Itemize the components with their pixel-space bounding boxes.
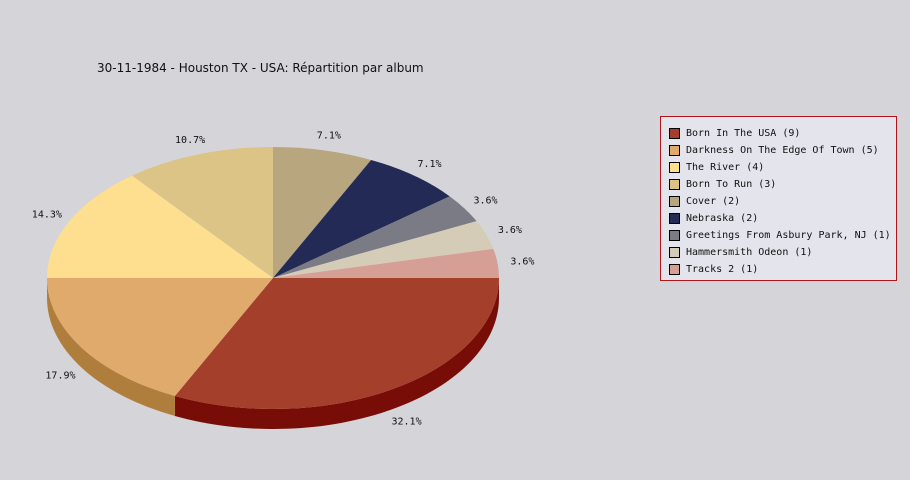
pie-slice-8	[273, 248, 499, 278]
legend: Born In The USA (9) Darkness On The Edge …	[660, 116, 897, 281]
legend-item: The River (4)	[669, 159, 896, 176]
pie-slice-1	[47, 278, 273, 397]
legend-item: Greetings From Asbury Park, NJ (1)	[669, 227, 896, 244]
pie-label-4: 7.1%	[317, 131, 341, 142]
pie-label-5: 7.1%	[417, 159, 441, 170]
legend-label: Born In The USA (9)	[686, 128, 801, 139]
pie-slice-5	[273, 159, 450, 278]
pie-sides	[47, 278, 500, 429]
legend-label: The River (4)	[686, 162, 765, 173]
pie-label-0: 32.1%	[391, 417, 421, 428]
legend-label: Greetings From Asbury Park, NJ (1)	[686, 230, 891, 241]
legend-swatch	[669, 196, 680, 207]
legend-item: Darkness On The Edge Of Town (5)	[669, 142, 896, 159]
pie-slice-0	[174, 278, 500, 409]
pie-tops	[47, 147, 500, 409]
pie-label-2: 14.3%	[32, 210, 62, 221]
legend-label: Nebraska (2)	[686, 213, 759, 224]
legend-item: Nebraska (2)	[669, 210, 896, 227]
legend-swatch	[669, 247, 680, 258]
legend-label: Hammersmith Odeon (1)	[686, 247, 813, 258]
pie-side-1	[47, 278, 175, 417]
pie-label-7: 3.6%	[498, 225, 522, 236]
legend-label: Darkness On The Edge Of Town (5)	[686, 145, 879, 156]
legend-swatch	[669, 162, 680, 173]
legend-swatch	[669, 179, 680, 190]
pie-label-8: 3.6%	[510, 257, 534, 268]
legend-swatch	[669, 230, 680, 241]
legend-label: Tracks 2 (1)	[686, 264, 759, 275]
pie-slice-2	[47, 175, 273, 278]
pie-labels: 32.1% 17.9% 14.3% 10.7% 7.1% 7.1% 3.6% 3.6% 3.6%	[32, 131, 535, 428]
legend-label: Cover (2)	[686, 196, 741, 207]
legend-swatch	[669, 213, 680, 224]
legend-item: Tracks 2 (1)	[669, 261, 896, 278]
legend-swatch	[669, 128, 680, 139]
legend-item: Born In The USA (9)	[669, 125, 896, 142]
pie-label-6: 3.6%	[473, 195, 497, 206]
pie-slice-7	[273, 221, 494, 278]
legend-label: Born To Run (3)	[686, 179, 777, 190]
pie-slice-4	[273, 147, 372, 278]
legend-item: Born To Run (3)	[669, 176, 896, 193]
legend-item: Hammersmith Odeon (1)	[669, 244, 896, 261]
pie-label-1: 17.9%	[45, 371, 75, 382]
pie-side-0	[174, 278, 500, 429]
legend-swatch	[669, 264, 680, 275]
pie-label-3: 10.7%	[175, 135, 205, 146]
chart-title: 30-11-1984 - Houston TX - USA: Répartiti…	[97, 61, 424, 75]
pie-slice-6	[273, 196, 477, 278]
legend-swatch	[669, 145, 680, 156]
pie-slice-3	[132, 147, 273, 278]
legend-item: Cover (2)	[669, 193, 896, 210]
